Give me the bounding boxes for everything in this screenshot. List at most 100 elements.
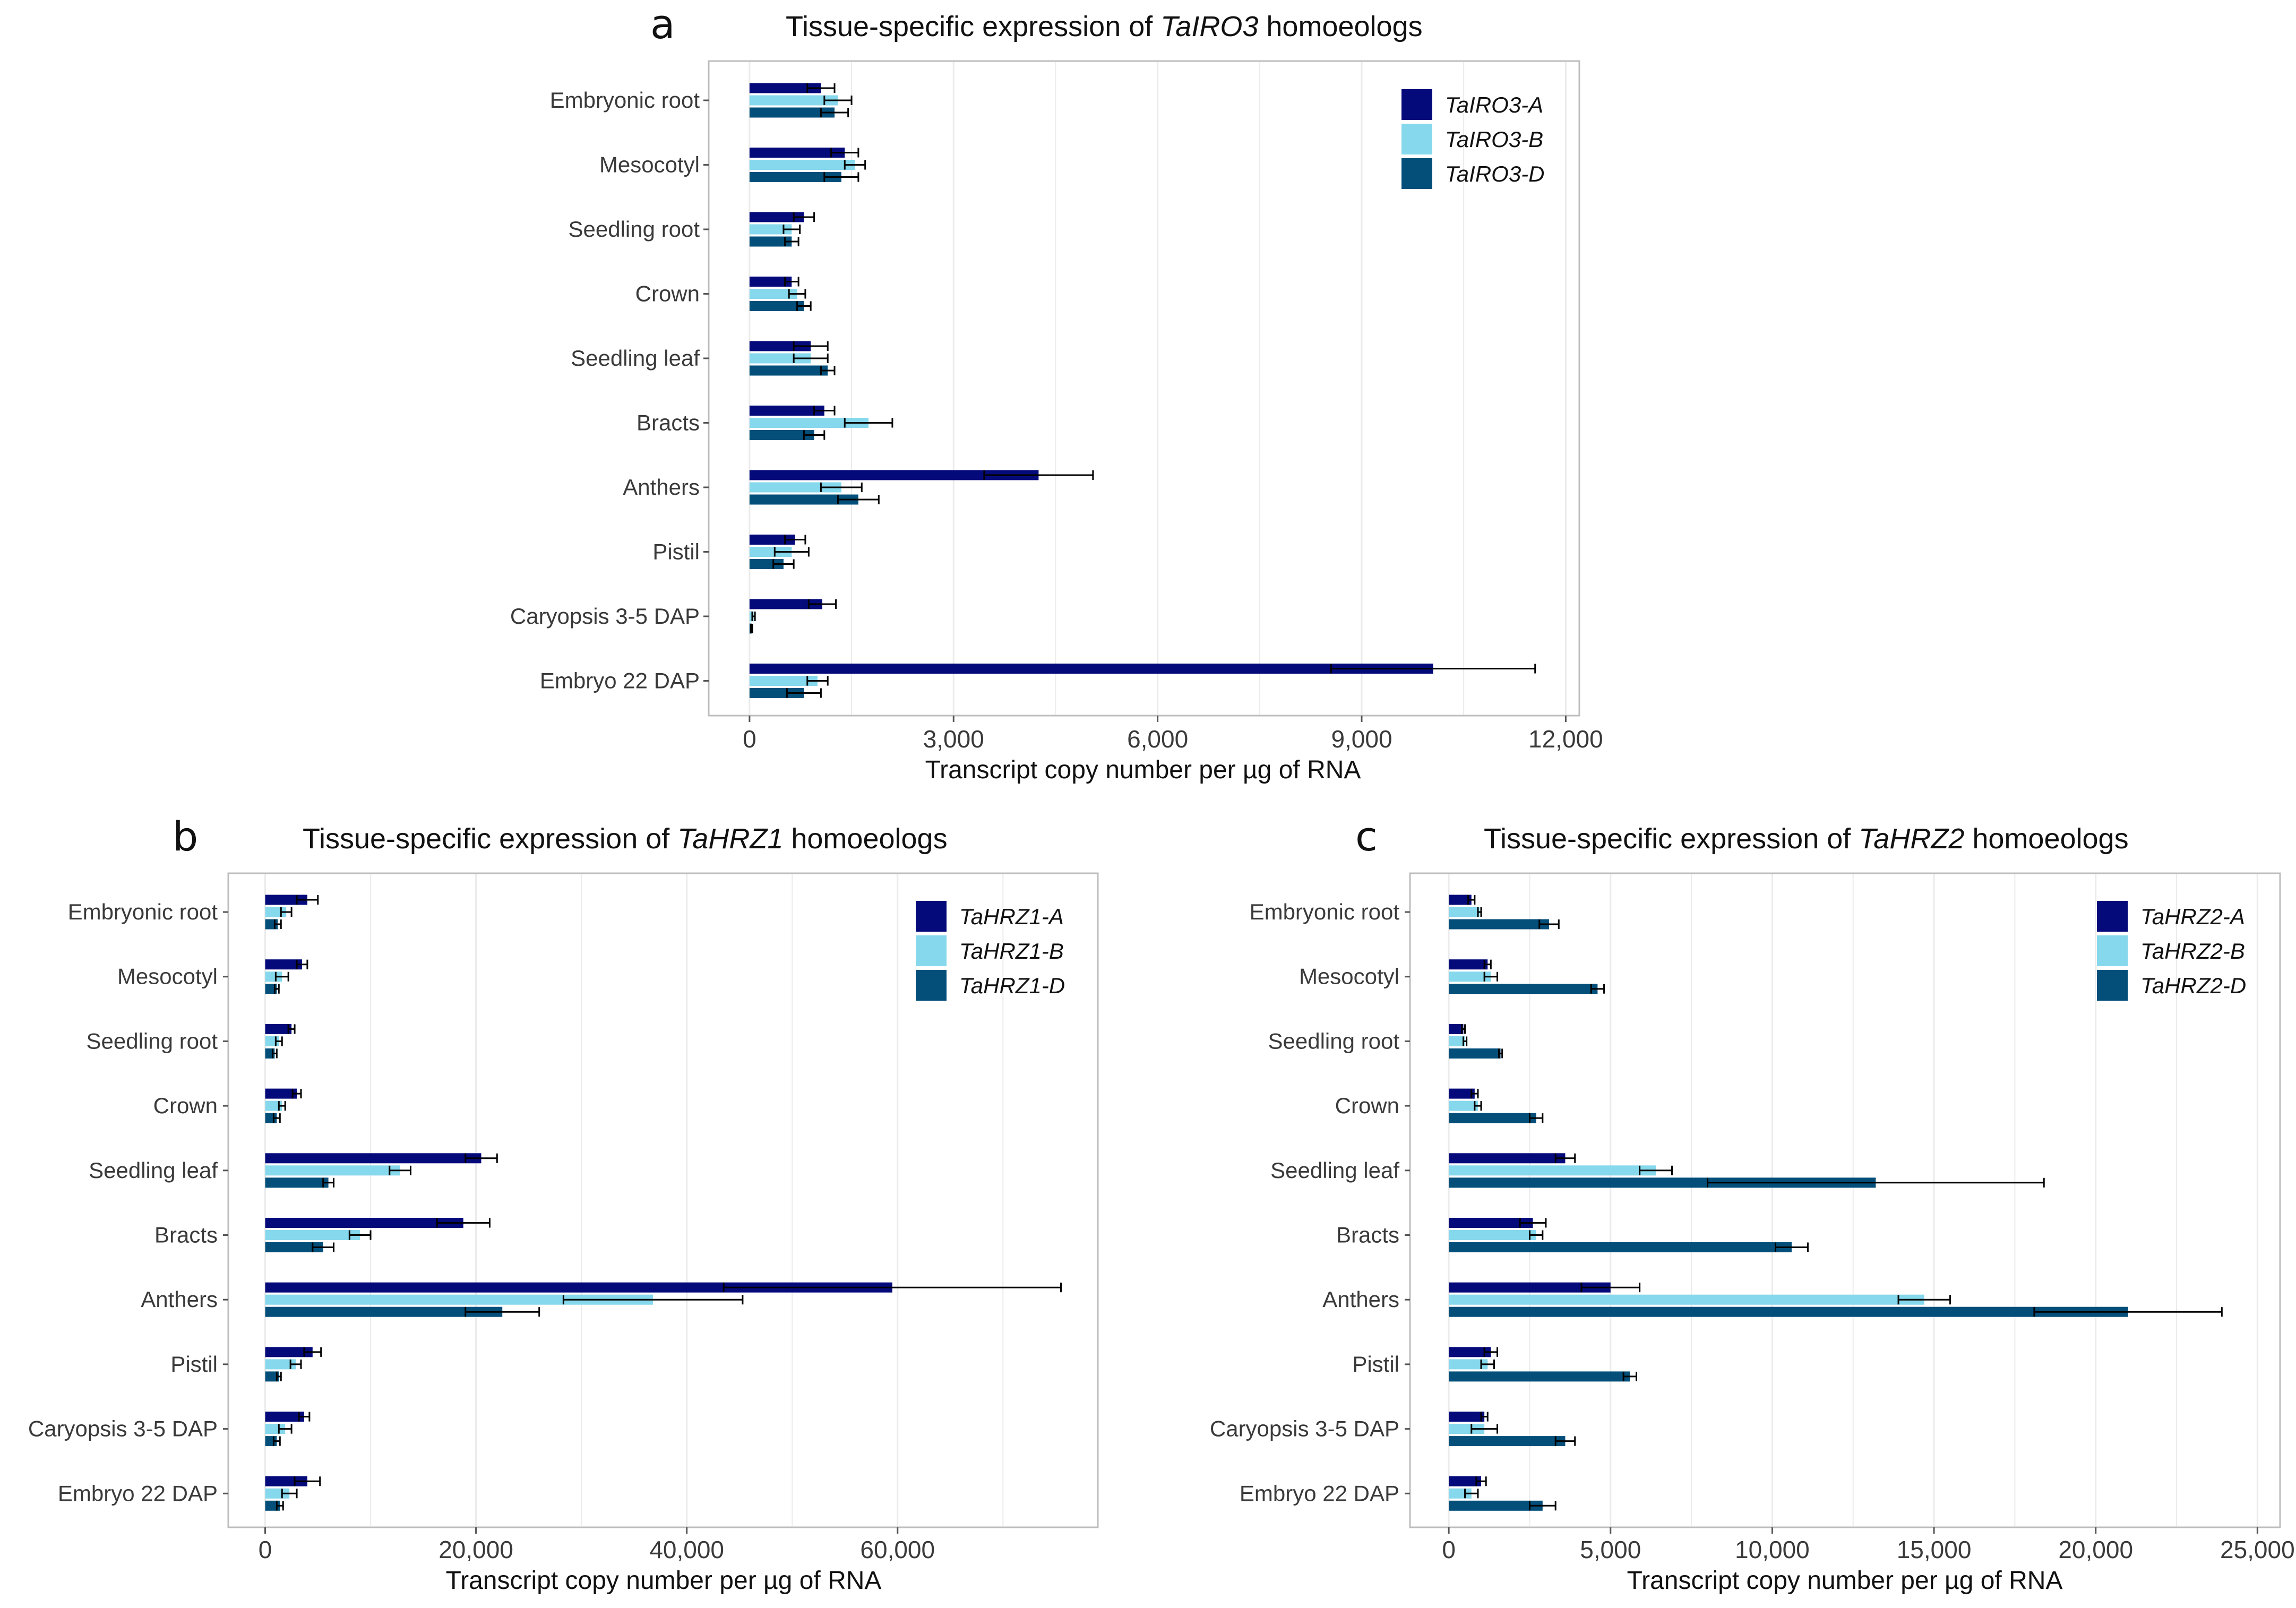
x-tick-label: 15,000 [1897, 1536, 1972, 1563]
legend-label-TaHRZ2-D: TaHRZ2-D [2140, 973, 2246, 998]
category-label: Seedling root [1268, 1028, 1399, 1053]
bar-TaHRZ2-B-1 [1449, 971, 1491, 982]
legend-label-TaIRO3-D: TaIRO3-D [1445, 161, 1545, 186]
legend-label-TaHRZ2-B: TaHRZ2-B [2140, 939, 2245, 964]
x-tick-label: 0 [1442, 1536, 1456, 1563]
bar-TaIRO3-D-9 [749, 688, 804, 698]
bar-TaHRZ2-A-3 [1449, 1088, 1475, 1099]
category-label: Crown [153, 1093, 218, 1118]
bar-TaHRZ1-B-6 [265, 1294, 653, 1305]
bar-TaIRO3-D-5 [749, 430, 814, 440]
x-tick-label: 9,000 [1331, 725, 1392, 753]
legend-label-TaHRZ1-A: TaHRZ1-A [959, 904, 1064, 929]
bar-TaIRO3-B-0 [749, 95, 838, 106]
bar-TaIRO3-B-4 [749, 353, 811, 364]
legend-swatch-TaIRO3-D [1401, 158, 1432, 189]
bar-TaHRZ2-D-0 [1449, 919, 1549, 930]
bar-TaHRZ2-D-9 [1449, 1500, 1543, 1511]
bar-TaIRO3-D-0 [749, 107, 835, 118]
category-label: Seedling root [86, 1028, 218, 1053]
legend-swatch-TaHRZ1-A [916, 901, 947, 932]
bar-TaIRO3-A-0 [749, 83, 821, 93]
chart-title: Tissue-specific expression of TaHRZ2 hom… [1484, 823, 2129, 855]
bar-TaHRZ1-A-3 [265, 1088, 297, 1099]
bar-TaHRZ1-B-4 [265, 1165, 400, 1176]
category-label: Embryo 22 DAP [1240, 1481, 1399, 1506]
bar-TaHRZ2-A-5 [1449, 1218, 1533, 1228]
bar-TaHRZ1-A-4 [265, 1153, 481, 1164]
bar-TaHRZ1-D-6 [265, 1306, 503, 1317]
category-label: Seedling leaf [571, 346, 700, 371]
category-label: Caryopsis 3-5 DAP [510, 604, 700, 629]
bar-TaHRZ2-B-0 [1449, 907, 1480, 917]
bar-TaHRZ1-A-2 [265, 1024, 292, 1034]
x-tick-label: 20,000 [438, 1536, 513, 1563]
bar-TaHRZ2-D-1 [1449, 984, 1598, 994]
panel-letter: a [650, 1, 675, 48]
bar-TaHRZ1-D-7 [265, 1371, 279, 1382]
legend-swatch-TaHRZ2-A [2097, 901, 2128, 932]
plot-frame [708, 60, 1580, 717]
bar-TaHRZ2-A-0 [1449, 895, 1472, 905]
legend-label-TaHRZ2-A: TaHRZ2-A [2140, 904, 2245, 929]
category-label: Crown [1335, 1093, 1399, 1118]
chart-title: Tissue-specific expression of TaHRZ1 hom… [303, 823, 948, 855]
bar-TaIRO3-D-1 [749, 172, 841, 182]
bar-TaHRZ1-D-5 [265, 1242, 323, 1252]
category-label: Embryo 22 DAP [540, 668, 700, 693]
legend-label-TaHRZ1-B: TaHRZ1-B [959, 939, 1064, 964]
title-suffix: homoeologs [1258, 11, 1422, 42]
bar-TaIRO3-A-4 [749, 341, 811, 351]
bar-TaHRZ2-B-7 [1449, 1359, 1488, 1370]
x-tick-label: 0 [743, 725, 756, 753]
title-suffix: homoeologs [1964, 823, 2128, 855]
bar-TaHRZ1-B-5 [265, 1230, 360, 1240]
bar-TaHRZ2-A-7 [1449, 1347, 1491, 1357]
category-label: Embryo 22 DAP [58, 1481, 218, 1506]
x-tick-label: 25,000 [2220, 1536, 2295, 1563]
bar-TaIRO3-A-9 [749, 664, 1433, 674]
category-label: Bracts [637, 410, 700, 435]
bar-TaHRZ1-A-9 [265, 1476, 307, 1486]
category-label: Anthers [1322, 1287, 1399, 1312]
category-label: Bracts [1336, 1223, 1399, 1248]
title-suffix: homoeologs [783, 823, 947, 855]
bar-TaHRZ1-A-8 [265, 1412, 304, 1422]
legend-swatch-TaIRO3-A [1401, 89, 1432, 120]
title-prefix: Tissue-specific expression of [786, 11, 1160, 42]
category-label: Embryonic root [1250, 899, 1400, 924]
bar-TaIRO3-A-2 [749, 212, 804, 222]
bar-TaHRZ2-B-4 [1449, 1165, 1656, 1176]
bar-TaHRZ2-D-3 [1449, 1113, 1536, 1123]
title-gene: TaHRZ1 [677, 823, 783, 855]
category-label: Seedling leaf [1270, 1158, 1399, 1183]
bar-TaHRZ2-B-5 [1449, 1230, 1536, 1240]
bar-TaHRZ2-D-6 [1449, 1306, 2128, 1317]
category-label: Caryopsis 3-5 DAP [1210, 1416, 1399, 1441]
x-axis-title: Transcript copy number per µg of RNA [925, 756, 1361, 784]
category-label: Pistil [652, 539, 700, 564]
bar-TaIRO3-A-8 [749, 599, 822, 609]
bar-TaIRO3-B-1 [749, 160, 855, 170]
x-tick-label: 5,000 [1580, 1536, 1641, 1563]
title-prefix: Tissue-specific expression of [303, 823, 677, 855]
bar-TaIRO3-B-2 [749, 224, 792, 235]
bar-TaIRO3-D-3 [749, 301, 804, 311]
bar-TaIRO3-B-5 [749, 418, 869, 428]
category-label: Mesocotyl [117, 964, 218, 989]
bar-TaIRO3-B-9 [749, 676, 818, 686]
category-label: Crown [635, 281, 700, 306]
legend-swatch-TaHRZ1-B [916, 935, 947, 966]
bar-TaHRZ2-A-9 [1449, 1476, 1482, 1486]
bar-TaHRZ1-A-7 [265, 1347, 313, 1357]
bar-TaHRZ2-B-2 [1449, 1036, 1465, 1046]
category-label: Embryonic root [550, 88, 700, 113]
bar-TaHRZ1-B-7 [265, 1359, 296, 1370]
category-label: Pistil [1352, 1352, 1399, 1377]
panel-letter: b [173, 813, 198, 860]
x-tick-label: 6,000 [1127, 725, 1188, 753]
legend-label-TaIRO3-B: TaIRO3-B [1445, 127, 1543, 152]
bar-TaHRZ1-A-1 [265, 959, 302, 970]
